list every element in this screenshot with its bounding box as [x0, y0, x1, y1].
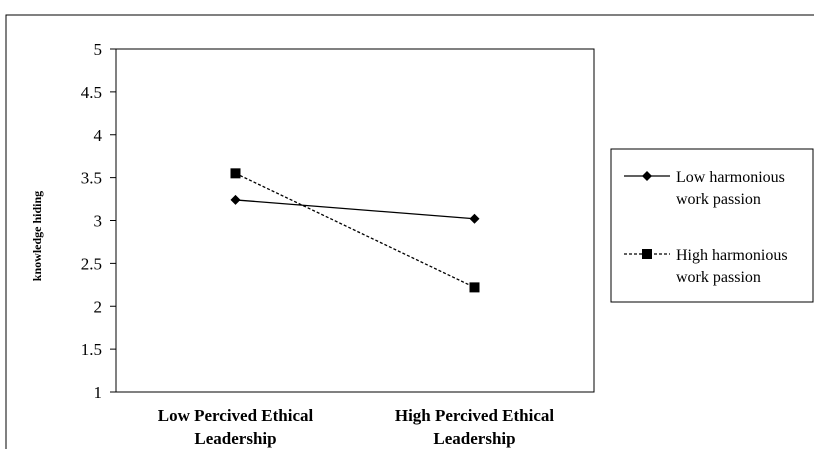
y-tick-label: 1.5	[81, 340, 102, 359]
y-tick-label: 2	[94, 297, 103, 316]
y-tick-label: 4	[94, 126, 103, 145]
x-axis-labels: Low Percived Ethical Leadership High Perci…	[158, 406, 555, 448]
legend-label: Low harmonious	[676, 169, 785, 186]
series-line	[235, 199, 475, 220]
legend-entry-2: High harmonious work passion	[624, 247, 788, 286]
series-group	[230, 168, 480, 293]
y-tick-label: 2.5	[81, 254, 102, 273]
x-category-label: Low Percived Ethical	[158, 406, 314, 425]
series-line	[235, 172, 475, 288]
square-point	[469, 282, 480, 293]
series-1	[230, 194, 480, 224]
series-2	[230, 168, 480, 293]
diamond-point	[230, 194, 241, 205]
legend-label: work passion	[676, 191, 761, 208]
y-axis-ticks: 1 1.5 2 2.5 3 3.5 4 4.5 5	[81, 40, 116, 402]
plot-area	[115, 48, 595, 393]
y-tick-label: 4.5	[81, 83, 102, 102]
legend-label: High harmonious	[676, 247, 788, 264]
square-point	[230, 168, 241, 179]
chart-area-border	[5, 14, 814, 449]
y-tick-label: 5	[94, 40, 103, 59]
x-category-label: Leadership	[433, 429, 515, 448]
legend-diamond-marker	[642, 171, 652, 181]
y-tick-label: 1	[94, 383, 103, 402]
legend-entry-1: Low harmonious work passion	[624, 169, 785, 208]
y-tick-label: 3	[94, 212, 103, 231]
legend-square-marker	[642, 249, 652, 259]
diamond-point	[469, 213, 480, 224]
x-category-label: Leadership	[194, 429, 276, 448]
y-axis-label: knowledge hiding	[30, 191, 44, 281]
legend-label: work passion	[676, 269, 761, 286]
y-tick-label: 3.5	[81, 169, 102, 188]
x-category-label: High Percived Ethical	[395, 406, 555, 425]
